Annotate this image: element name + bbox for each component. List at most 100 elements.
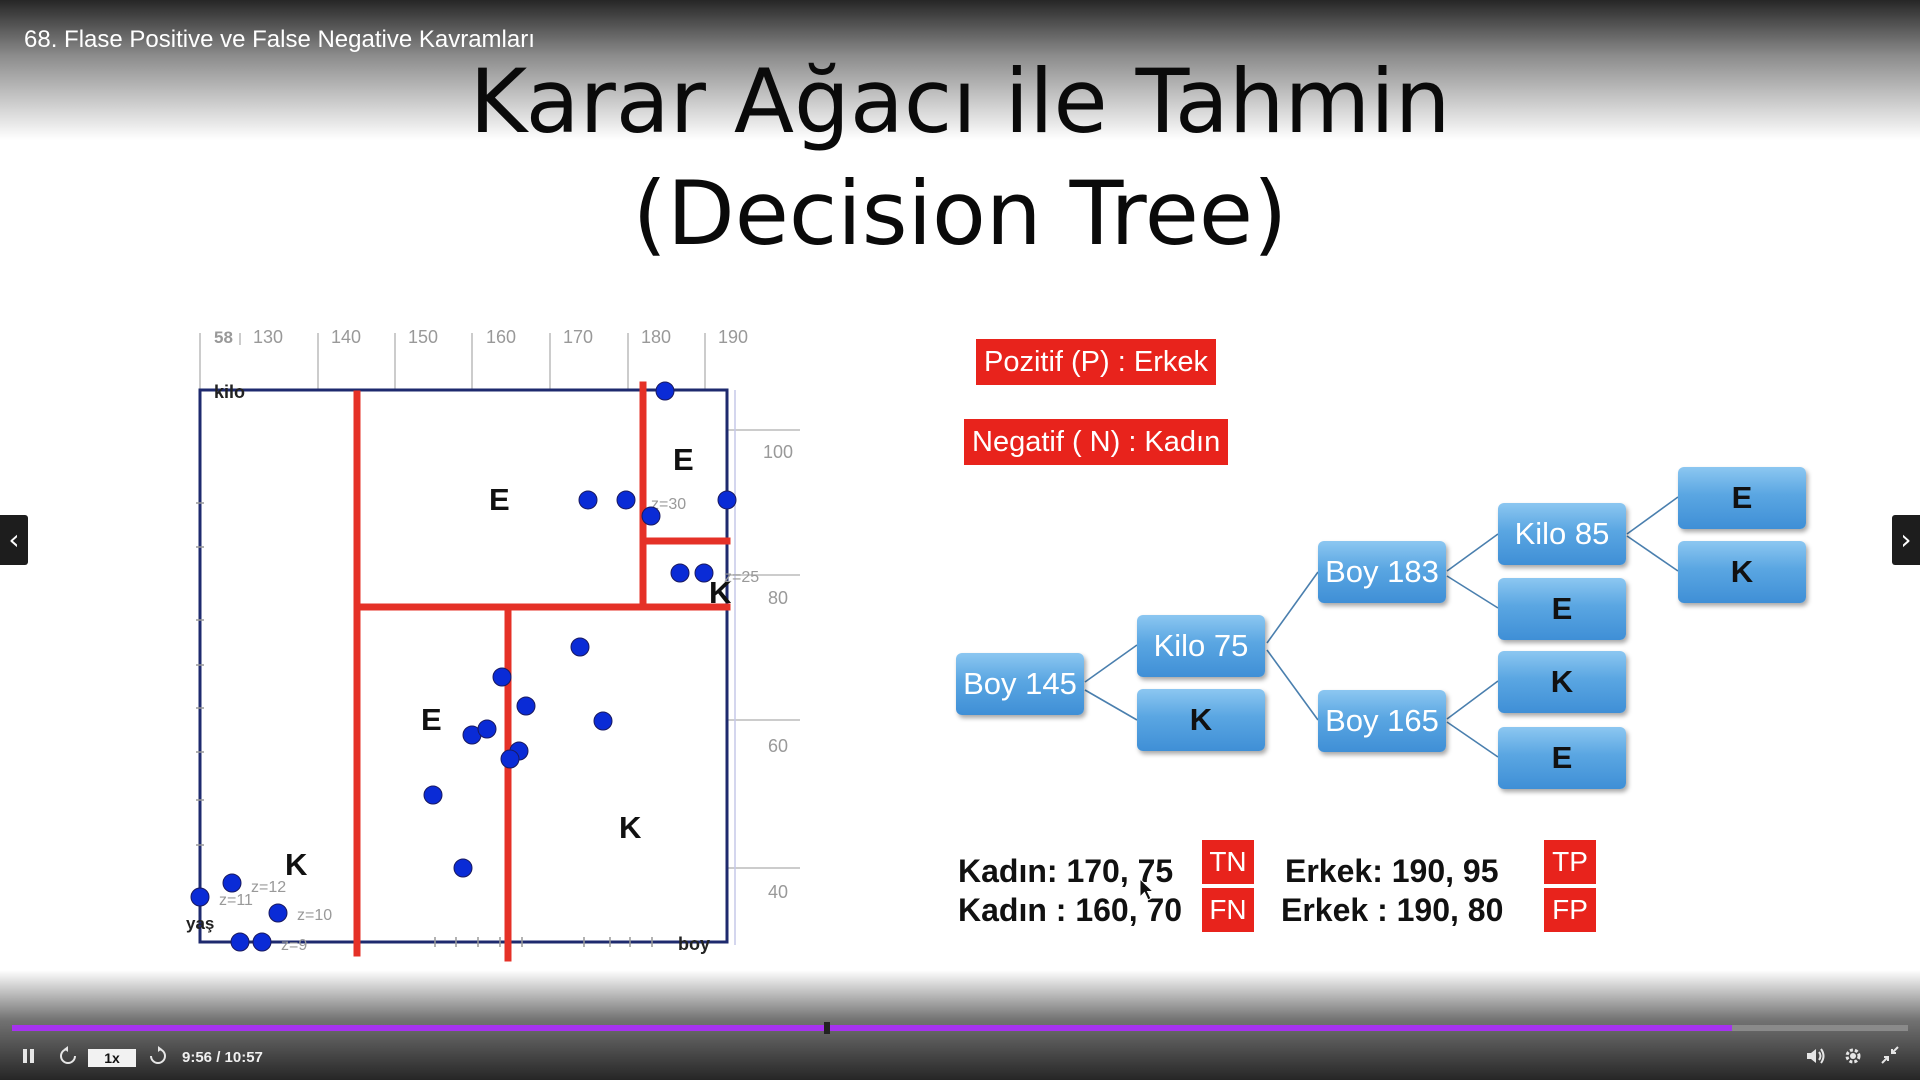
y-axis-label: kilo (214, 382, 245, 402)
result-erkek-2: Erkek : 190, 80 (1281, 892, 1504, 928)
chevron-right-icon: › (1900, 523, 1912, 556)
rewind-icon (60, 1046, 76, 1064)
region-label: E (421, 702, 442, 737)
region-label: K (285, 847, 308, 882)
y-tick-label: 100 (763, 442, 793, 462)
tree-node-boy165: Boy 165 (1318, 690, 1446, 752)
data-point (655, 381, 675, 401)
title-overlay (0, 0, 1920, 140)
exit-fullscreen-button[interactable] (1878, 1046, 1902, 1068)
y-tick-label: 80 (768, 588, 788, 608)
tree-leaf: K (1678, 541, 1806, 603)
data-point (268, 903, 288, 923)
data-point (190, 887, 210, 907)
x-tick-label: 160 (486, 327, 516, 347)
tree-connectors (1084, 496, 1679, 758)
data-point (717, 490, 737, 510)
x-tick-label: 190 (718, 327, 748, 347)
y-tick-label: 40 (768, 882, 788, 902)
data-point (423, 785, 443, 805)
z-annotation: z=12 (251, 879, 286, 896)
tree-node-kilo85: Kilo 85 (1498, 503, 1626, 565)
rewind-button[interactable] (56, 1046, 80, 1070)
data-point (516, 696, 536, 716)
progress-bar-fill (12, 1025, 1732, 1031)
chevron-left-icon: ‹ (8, 523, 20, 556)
gear-icon (1845, 1048, 1861, 1064)
volume-button[interactable] (1804, 1046, 1828, 1070)
forward-button[interactable] (146, 1046, 170, 1070)
x-axis-label: boy (678, 934, 710, 954)
data-point (670, 563, 690, 583)
y-ticks: 100 80 60 40 (728, 390, 800, 945)
true-negative-badge: TN (1202, 840, 1254, 884)
true-positive-badge: TP (1544, 840, 1596, 884)
z-annotation: z=25 (724, 569, 759, 586)
data-point (453, 858, 473, 878)
x-tick-label: 180 (641, 327, 671, 347)
data-point (252, 932, 272, 952)
z-annotation: z=9 (281, 937, 307, 954)
volume-icon (1807, 1048, 1825, 1064)
region-label: K (619, 810, 642, 845)
tree-node-kilo75: Kilo 75 (1137, 615, 1265, 677)
data-point (500, 749, 520, 769)
x-tick-label: 58 (214, 328, 233, 347)
x-tick-label: 150 (408, 327, 438, 347)
mouse-cursor-icon (1139, 878, 1155, 901)
previous-slide-button[interactable]: ‹ (0, 515, 28, 565)
result-kadin-2: Kadın : 160, 70 (958, 892, 1183, 928)
data-point (477, 719, 497, 739)
data-point (593, 711, 613, 731)
exit-fullscreen-icon (1881, 1046, 1899, 1064)
negative-class-legend: Negatif ( N) : Kadın (964, 419, 1229, 465)
corner-axis-label: yaş (186, 914, 214, 933)
pause-icon (23, 1049, 34, 1063)
x-ticks: 58 130 140 150 160 170 180 190 (199, 327, 748, 390)
region-label: K (709, 575, 732, 610)
tree-leaf: E (1498, 727, 1626, 789)
tree-leaf: E (1678, 467, 1806, 529)
chapter-marker (824, 1022, 831, 1034)
playback-speed-button[interactable]: 1x (88, 1049, 136, 1067)
data-point (492, 667, 512, 687)
data-point (578, 490, 598, 510)
forward-icon (150, 1046, 166, 1064)
x-tick-label: 130 (253, 327, 283, 347)
time-display: 9:56 / 10:57 (182, 1049, 263, 1066)
next-slide-button[interactable]: › (1892, 515, 1920, 565)
settings-button[interactable] (1841, 1046, 1865, 1070)
data-point (641, 506, 661, 526)
positive-class-legend: Pozitif (P) : Erkek (976, 339, 1216, 385)
left-axis-ticks (196, 502, 204, 846)
video-title: 68. Flase Positive ve False Negative Kav… (24, 26, 535, 53)
plot-frame (198, 388, 729, 944)
data-point (616, 490, 636, 510)
data-point (694, 563, 714, 583)
tree-node-root: Boy 145 (956, 653, 1084, 715)
false-negative-badge: FN (1202, 888, 1254, 932)
x-tick-label: 140 (331, 327, 361, 347)
slide-subtitle: (Decision Tree) (632, 162, 1288, 265)
data-point (230, 932, 250, 952)
y-tick-label: 60 (768, 736, 788, 756)
pause-button[interactable] (18, 1046, 40, 1068)
tree-leaf: E (1498, 578, 1626, 640)
tree-leaf: K (1137, 689, 1265, 751)
tree-leaf: K (1498, 651, 1626, 713)
tree-node-boy183: Boy 183 (1318, 541, 1446, 603)
result-erkek-1: Erkek: 190, 95 (1285, 853, 1499, 889)
data-point (222, 873, 242, 893)
region-label: E (489, 482, 510, 517)
progress-bar[interactable] (12, 1025, 1908, 1031)
bottom-axis-ticks (434, 937, 653, 947)
data-points (190, 381, 737, 952)
z-annotation: z=11 (219, 892, 253, 909)
result-kadin-1: Kadın: 170, 75 (958, 853, 1174, 889)
region-label: E (673, 442, 694, 477)
x-tick-label: 170 (563, 327, 593, 347)
slide-title: Karar Ağacı ile Tahmin (469, 50, 1451, 153)
split-lines (353, 381, 731, 962)
